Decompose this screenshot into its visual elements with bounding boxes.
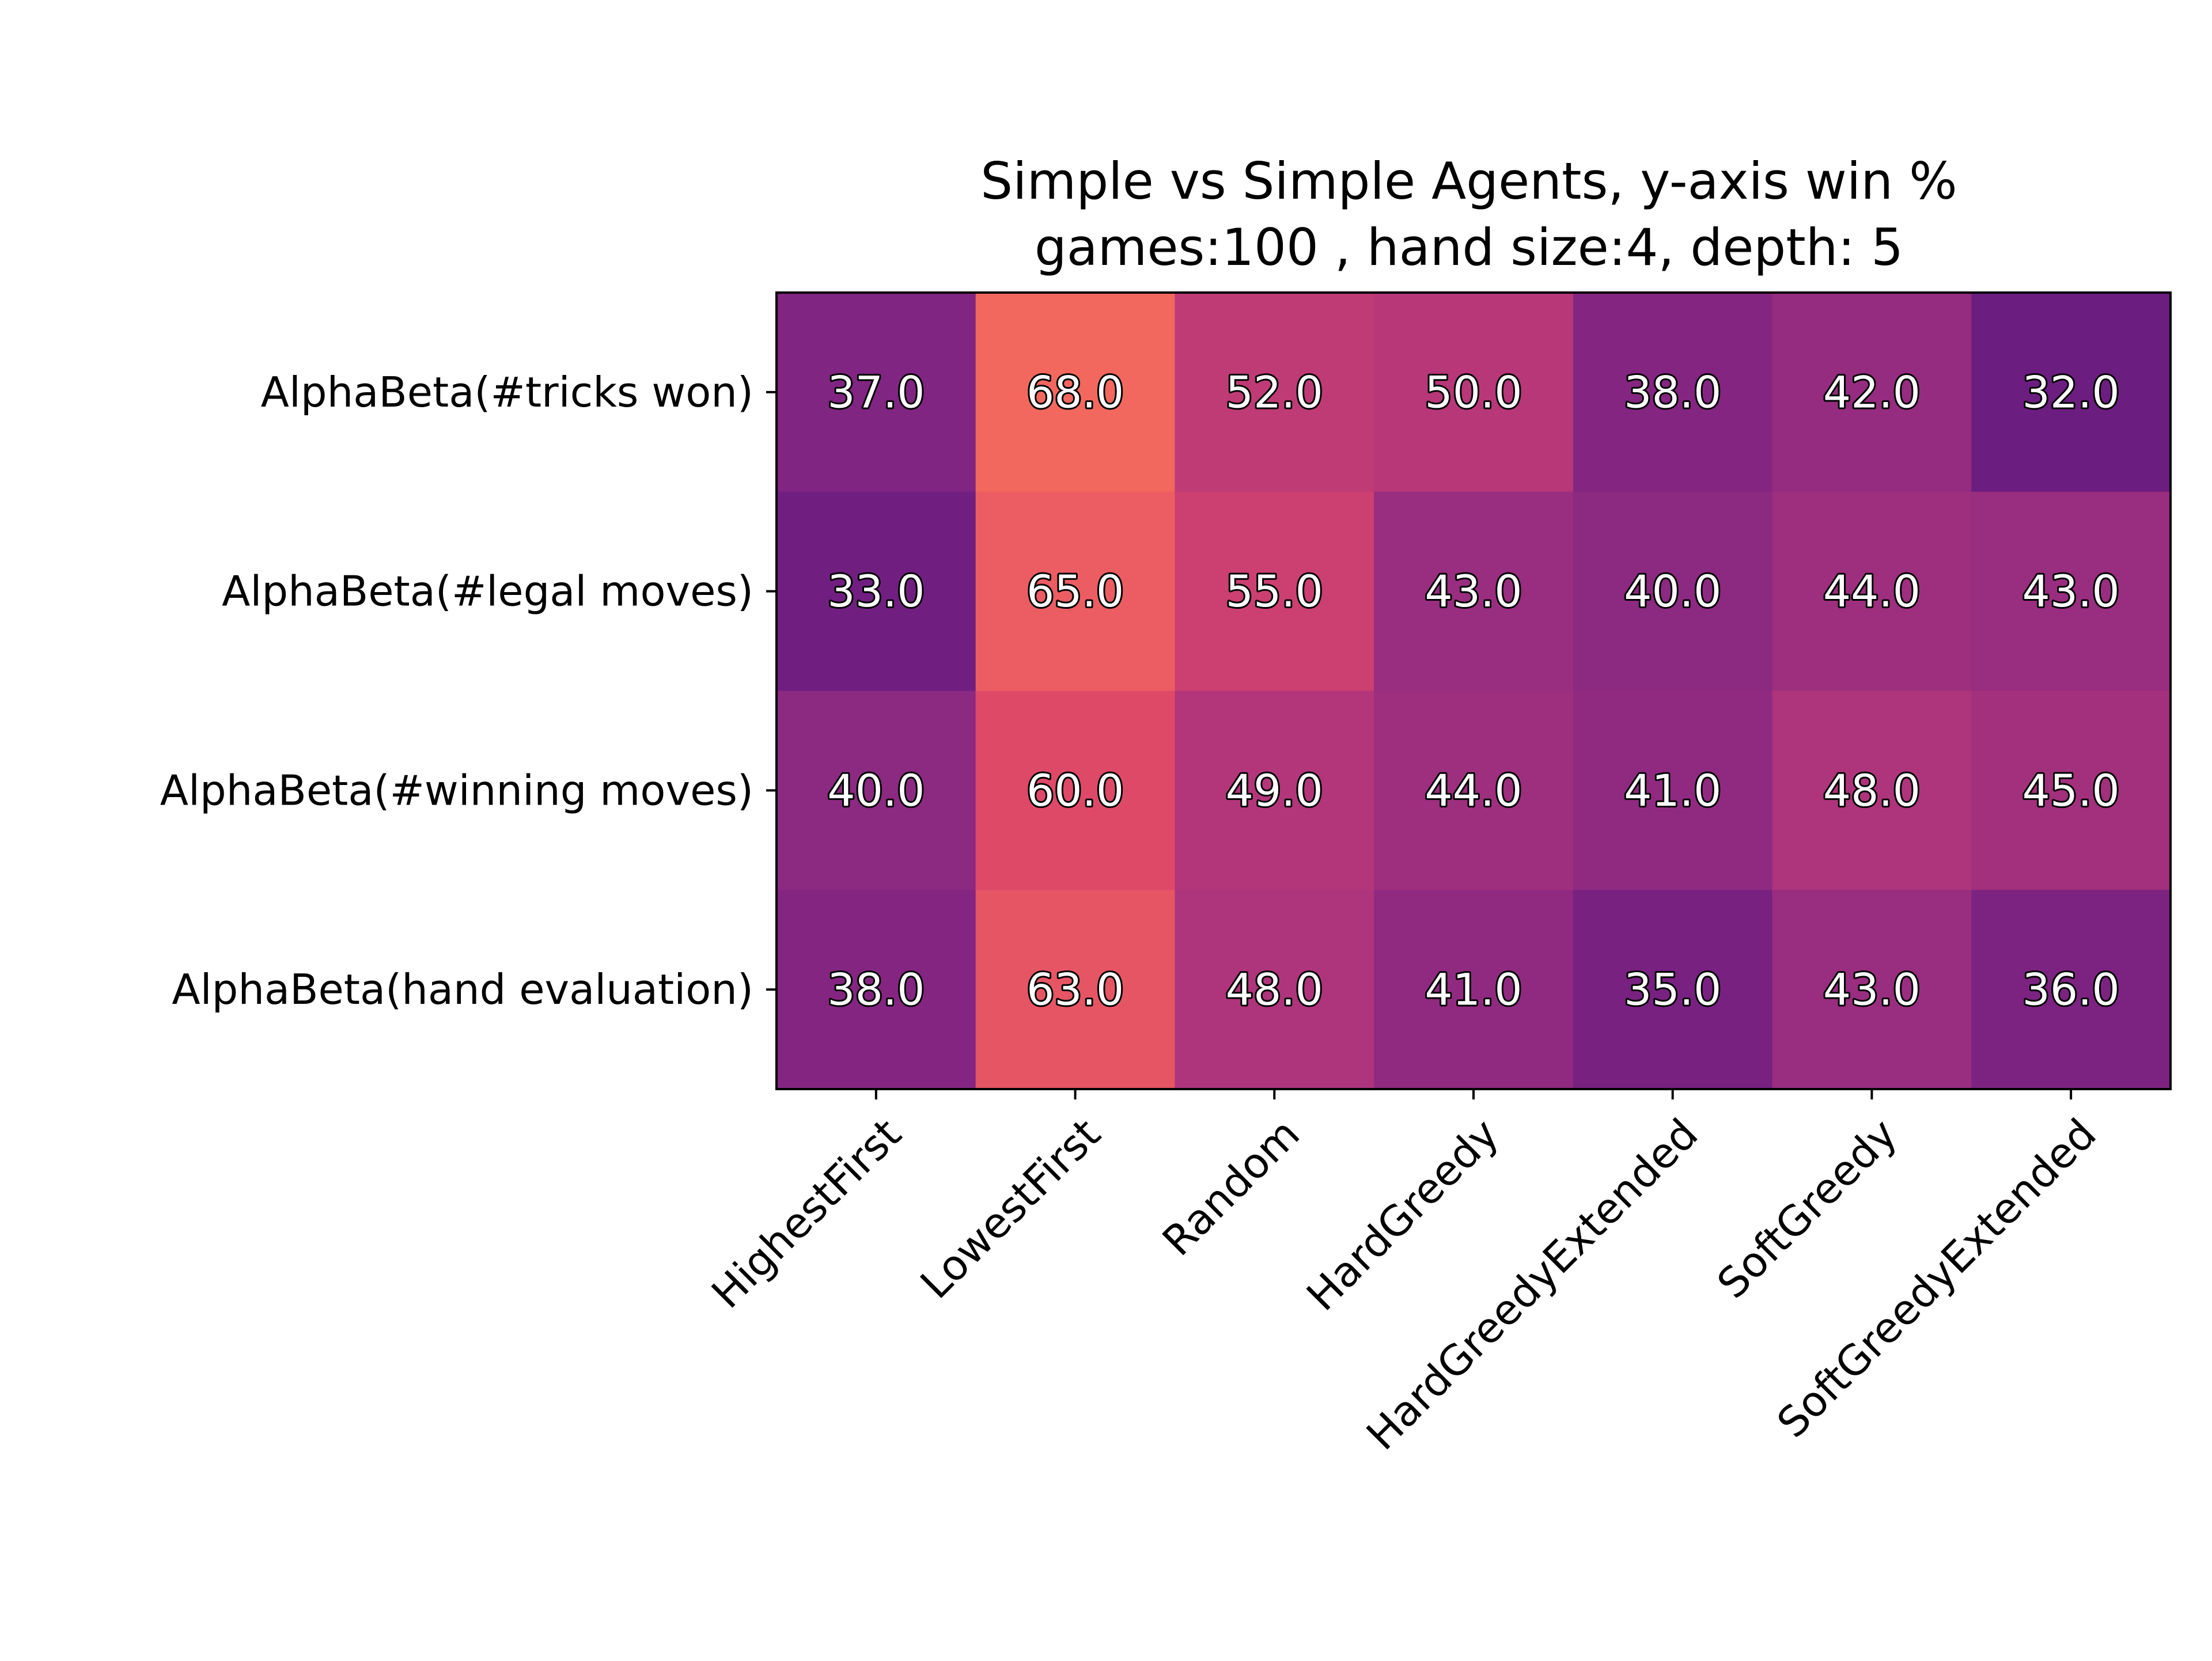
heatmap-cell	[975, 293, 1176, 492]
cell-value-label: 42.0	[1823, 366, 1921, 418]
cell-value-label: 44.0	[1823, 566, 1921, 617]
heatmap-cells	[777, 293, 2171, 1090]
y-axis: AlphaBeta(#tricks won) AlphaBeta(#legal m…	[160, 368, 777, 1014]
cell-value-label: 37.0	[827, 366, 925, 418]
cell-value-label: 55.0	[1226, 566, 1323, 617]
cell-value-label: 43.0	[2022, 566, 2120, 617]
cell-value-label: 41.0	[1624, 765, 1721, 816]
cell-value-label: 33.0	[827, 566, 925, 617]
cell-value-label: 41.0	[1425, 964, 1522, 1015]
heatmap-cell	[1971, 691, 2171, 890]
cell-value-label: 50.0	[1425, 366, 1522, 418]
cell-value-label: 35.0	[1624, 964, 1721, 1015]
y-tick-label: AlphaBeta(#tricks won)	[261, 368, 753, 416]
cell-value-label: 43.0	[1823, 964, 1921, 1015]
heatmap-cell-labels: 37.0 68.0 52.0 50.0 38.0 42.0 32.0 33.0 65.0 55.0…	[825, 365, 2122, 1017]
axes-frame	[775, 291, 2172, 1090]
cell-value-label: 43.0	[1425, 566, 1522, 617]
cell-value-label: 40.0	[1624, 566, 1721, 617]
cell-value-label: 36.0	[2022, 964, 2120, 1015]
heatmap-cell	[1772, 890, 1972, 1090]
cell-value-label: 44.0	[1425, 765, 1522, 816]
heatmap-cell	[1573, 890, 1773, 1090]
heatmap-cell	[777, 293, 976, 492]
heatmap-cell	[777, 491, 976, 692]
cell-value-label: 65.0	[1027, 566, 1124, 617]
heatmap-cell	[1573, 491, 1773, 692]
cell-value-label: 52.0	[1226, 366, 1323, 418]
y-tick-label: AlphaBeta(#winning moves)	[160, 766, 753, 814]
heatmap-cell	[777, 691, 976, 890]
cell-value-label: 63.0	[1027, 964, 1124, 1015]
cell-value-label: 48.0	[1226, 964, 1323, 1015]
heatmap-cell	[1772, 491, 1972, 692]
cell-value-label: 32.0	[2022, 366, 2120, 418]
cell-value-label: 49.0	[1226, 765, 1323, 816]
cell-value-label: 60.0	[1027, 765, 1124, 816]
heatmap-cell	[1374, 890, 1574, 1090]
heatmap-cell	[1374, 293, 1574, 492]
y-tick-label: AlphaBeta(#legal moves)	[222, 567, 753, 616]
cell-value-label: 38.0	[1624, 366, 1721, 418]
heatmap-cell	[975, 890, 1176, 1090]
cell-value-label: 45.0	[2022, 765, 2120, 816]
heatmap-cell	[1971, 491, 2171, 692]
heatmap-cell	[1772, 293, 1972, 492]
heatmap-cell	[777, 890, 976, 1090]
heatmap-cell	[975, 491, 1176, 692]
cell-value-label: 38.0	[827, 964, 925, 1015]
cell-value-label: 48.0	[1823, 765, 1921, 816]
heatmap-cell	[1374, 491, 1574, 692]
heatmap-cell	[1971, 890, 2171, 1090]
chart-title-line-1: Simple vs Simple Agents, y-axis win %	[980, 151, 1957, 211]
heatmap-cell	[1175, 293, 1374, 492]
heatmap-cell	[1573, 293, 1773, 492]
heatmap-cell	[1573, 691, 1773, 890]
heatmap-cell	[1175, 890, 1374, 1090]
cell-value-label: 40.0	[827, 765, 925, 816]
heatmap-cell	[1971, 293, 2171, 492]
chart-title-line-2: games:100 , hand size:4, depth: 5	[1035, 218, 1903, 277]
heatmap-cell	[1772, 691, 1972, 890]
heatmap-cell	[1175, 691, 1374, 890]
heatmap-cell	[1175, 491, 1374, 692]
heatmap-cell	[1374, 691, 1574, 890]
cell-value-label: 68.0	[1027, 366, 1124, 418]
y-tick-label: AlphaBeta(hand evaluation)	[172, 965, 753, 1014]
heatmap-cell	[975, 691, 1176, 890]
